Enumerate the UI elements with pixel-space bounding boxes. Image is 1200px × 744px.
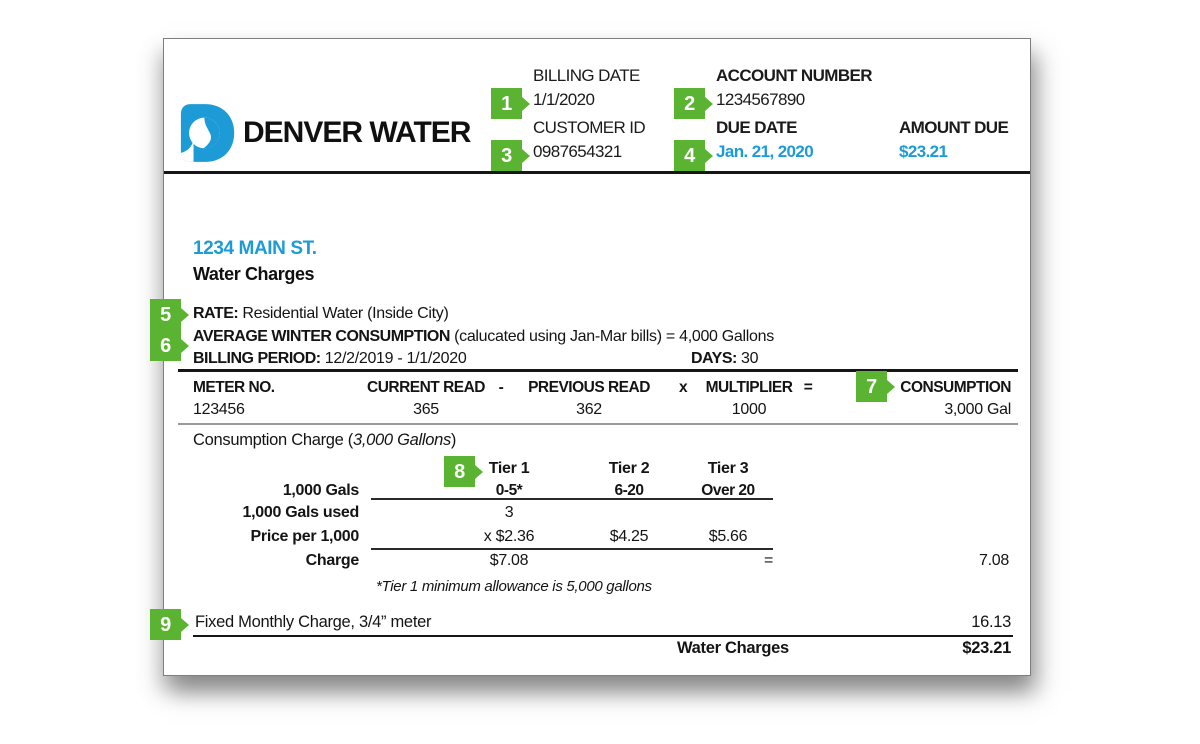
rate-value: Residential Water (Inside City)	[242, 305, 449, 322]
equals-operator: =	[803, 379, 813, 396]
minus-operator: -	[498, 379, 504, 396]
callout-4-marker: 4	[674, 140, 705, 171]
section-title: Water Charges	[193, 264, 315, 284]
previous-read-header: PREVIOUS READ	[528, 379, 650, 396]
tier-1-price: x $2.36	[483, 528, 535, 545]
tier-1-gals-used: 3	[504, 504, 514, 521]
tier-2-range: 6-20	[614, 482, 644, 499]
header-divider	[164, 171, 1030, 174]
callout-7-marker: 7	[856, 371, 887, 402]
tier-3-header: Tier 3	[707, 460, 749, 477]
callout-3-marker: 3	[491, 140, 522, 171]
billing-period-value: 12/2/2019 - 1/1/2020	[324, 350, 467, 367]
callout-9-number: 9	[160, 613, 171, 636]
billing-period-line: BILLING PERIOD: 12/2/2019 - 1/1/2020	[193, 350, 467, 368]
days-label: DAYS:	[691, 350, 737, 367]
callout-8-number: 8	[454, 460, 465, 483]
water-charges-total-amount: $23.21	[962, 639, 1011, 657]
callout-3-number: 3	[501, 144, 512, 167]
multiplier-value: 1000	[731, 401, 767, 418]
consumption-charge-total: 7.08	[979, 552, 1009, 569]
water-charges-total-label: Water Charges	[677, 639, 789, 657]
days-line: DAYS: 30	[691, 350, 758, 368]
callout-5-number: 5	[160, 303, 171, 326]
service-address: 1234 MAIN ST.	[193, 238, 317, 259]
amount-due-label: AMOUNT DUE	[899, 118, 1009, 137]
average-winter-consumption-line: AVERAGE WINTER CONSUMPTION (calucated us…	[193, 328, 774, 346]
multiplier-header: MULTIPLIER	[705, 379, 793, 396]
billing-date-label: BILLING DATE	[533, 66, 640, 85]
tier-header-divider	[371, 498, 773, 500]
callout-6-marker: 6	[150, 330, 181, 361]
due-date-label: DUE DATE	[716, 118, 797, 137]
total-divider	[193, 635, 1013, 637]
account-number-label: ACCOUNT NUMBER	[716, 66, 873, 85]
consumption-charge-title-prefix: Consumption Charge (	[193, 431, 353, 449]
denver-water-logo-icon	[180, 102, 236, 169]
tier-2-header: Tier 2	[608, 460, 650, 477]
tier-price-divider	[371, 548, 773, 550]
fixed-monthly-charge-amount: 16.13	[971, 613, 1011, 631]
consumption-charge-title: Consumption Charge (3,000 Gallons)	[193, 431, 456, 450]
billing-period-label: BILLING PERIOD:	[193, 350, 321, 367]
charge-equals-operator: =	[764, 552, 774, 569]
callout-2-number: 2	[684, 92, 695, 115]
account-number-value: 1234567890	[716, 90, 805, 109]
consumption-charge-title-gallons: 3,000 Gallons	[353, 431, 451, 449]
row-label-charge: Charge	[305, 552, 360, 569]
amount-due-value: $23.21	[899, 142, 948, 161]
tier-1-charge: $7.08	[489, 552, 529, 569]
rate-label: RATE:	[193, 305, 239, 322]
row-label-gals-used: 1,000 Gals used	[242, 504, 360, 521]
tier-2-price: $4.25	[609, 528, 649, 545]
tier-footnote: *Tier 1 minimum allowance is 5,000 gallo…	[376, 578, 652, 595]
tier-1-range: 0-5*	[495, 482, 523, 499]
tier-3-range: Over 20	[701, 482, 755, 499]
consumption-charge-title-suffix: )	[450, 431, 457, 449]
callout-2-marker: 2	[674, 88, 705, 119]
fixed-monthly-charge-label: Fixed Monthly Charge, 3/4” meter	[195, 613, 432, 631]
callout-8-marker: 8	[444, 456, 475, 487]
days-value: 30	[740, 350, 759, 367]
callout-5-marker: 5	[150, 299, 181, 330]
callout-1-marker: 1	[491, 88, 522, 119]
meter-no-value: 123456	[193, 401, 245, 418]
current-read-header: CURRENT READ	[367, 379, 486, 396]
tier-1-header: Tier 1	[488, 460, 530, 477]
meter-table-top-divider	[178, 369, 1018, 372]
rate-line: RATE: Residential Water (Inside City)	[193, 305, 449, 323]
awc-value: (calucated using Jan-Mar bills) = 4,000 …	[454, 328, 774, 345]
callout-6-number: 6	[160, 334, 171, 357]
consumption-value: 3,000 Gal	[944, 401, 1011, 418]
meter-no-header: METER NO.	[193, 379, 275, 396]
previous-read-value: 362	[576, 401, 602, 418]
callout-1-number: 1	[501, 92, 512, 115]
meter-row-divider	[178, 423, 1018, 425]
consumption-header: CONSUMPTION	[900, 379, 1011, 396]
tier-3-price: $5.66	[708, 528, 748, 545]
row-label-price: Price per 1,000	[250, 528, 360, 545]
callout-7-number: 7	[866, 375, 877, 398]
callout-9-marker: 9	[150, 609, 181, 640]
brand-name: DENVER WATER	[243, 116, 471, 149]
bill-card: DENVER WATER BILLING DATE 1 1/1/2020 CUS…	[150, 38, 1031, 676]
times-operator: x	[678, 379, 688, 396]
row-label-gals: 1,000 Gals	[282, 482, 359, 499]
due-date-value: Jan. 21, 2020	[716, 142, 814, 161]
customer-id-label: CUSTOMER ID	[533, 118, 646, 137]
callout-4-number: 4	[684, 144, 695, 167]
customer-id-value: 0987654321	[533, 142, 622, 161]
current-read-value: 365	[413, 401, 439, 418]
awc-label: AVERAGE WINTER CONSUMPTION	[193, 328, 450, 345]
billing-date-value: 1/1/2020	[533, 90, 595, 109]
